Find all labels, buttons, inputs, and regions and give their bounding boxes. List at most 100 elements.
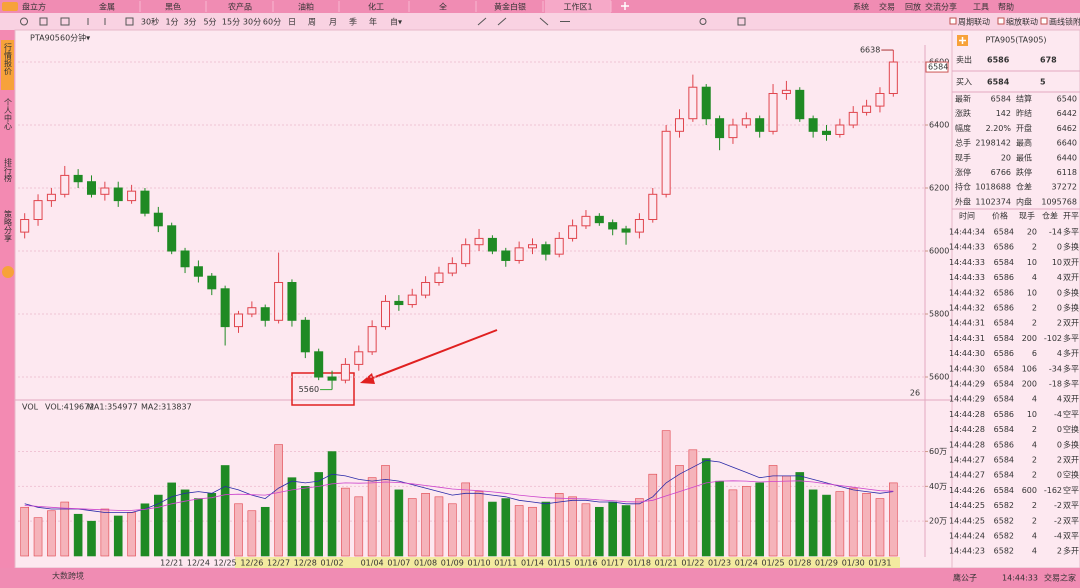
period-button[interactable]: 1分	[165, 18, 178, 27]
trade-cell: 14:44:25	[949, 501, 985, 510]
trade-cell: 2	[1032, 425, 1037, 434]
menu-tab[interactable]: 工作区1	[563, 2, 592, 12]
volume-legend: VOL:419672	[45, 403, 94, 412]
period-button[interactable]: 3分	[183, 18, 196, 27]
checkbox[interactable]	[949, 17, 957, 25]
period-button[interactable]: 30分	[243, 18, 261, 27]
period-label[interactable]: 60分钟▾	[60, 33, 90, 43]
trade-cell: 6584	[994, 486, 1014, 495]
link-toggle[interactable]: 周期联动	[958, 17, 990, 27]
chart-panel	[14, 29, 953, 569]
quote-label: 结算	[1016, 94, 1032, 104]
toolbar	[0, 13, 1080, 30]
quote-label: 最高	[1016, 138, 1032, 148]
trade-cell: 14:44:29	[949, 395, 985, 404]
sidebar-item[interactable]: 行情报价	[4, 42, 13, 75]
menu-item[interactable]: 帮助	[998, 2, 1014, 12]
volume-bar	[167, 482, 176, 557]
volume-bar	[220, 465, 230, 557]
trade-cell: 14:44:23	[949, 547, 985, 556]
trade-cell: 4	[1032, 547, 1037, 556]
volume-bar	[47, 510, 56, 557]
add-tab-icon[interactable]	[621, 2, 629, 10]
period-button[interactable]: 30秒	[141, 17, 159, 27]
candle-body	[715, 118, 725, 139]
volume-bar	[394, 489, 404, 557]
candle-body	[421, 282, 431, 296]
trade-cell: 14:44:28	[949, 410, 985, 419]
quote-value: 6540	[1057, 95, 1077, 104]
quote-side: 买入	[956, 78, 972, 87]
sidebar-item[interactable]: 个人中心	[4, 98, 13, 130]
volume-bar	[127, 512, 136, 557]
quote-value: 142	[996, 109, 1011, 118]
trade-cell: 多平	[1063, 363, 1079, 373]
candle-body	[594, 215, 604, 224]
trade-cell: -4	[1054, 410, 1062, 419]
menu-tab[interactable]: 油粕	[298, 2, 314, 12]
y-tick-label: 5600	[929, 373, 949, 382]
menu-tab[interactable]: 金属	[99, 2, 115, 12]
trade-cell: 2	[1032, 501, 1037, 510]
volume-bar	[808, 489, 818, 557]
volume-bar	[621, 505, 631, 557]
candle-body	[474, 237, 484, 246]
volume-bar	[20, 506, 29, 557]
volume-bar	[889, 482, 898, 557]
checkbox[interactable]	[997, 17, 1005, 25]
volume-bar	[354, 496, 364, 557]
add-quote-icon	[959, 37, 966, 44]
volume-bar	[768, 465, 778, 557]
checkbox[interactable]	[1040, 17, 1048, 25]
menu-tab[interactable]: 黄金白银	[494, 2, 526, 12]
volume-bar	[461, 482, 470, 557]
candle-body	[848, 111, 858, 126]
link-toggle[interactable]: 缩放联动	[1006, 17, 1038, 27]
candle-body	[327, 376, 337, 381]
volume-bar	[595, 506, 604, 557]
candle-body	[220, 288, 230, 328]
candle-body	[260, 307, 270, 321]
volume-bar	[474, 491, 484, 557]
watermark: 大数跨境	[52, 571, 84, 581]
trade-cell: 14:44:27	[949, 471, 985, 480]
menu-item[interactable]: 工具	[973, 3, 989, 12]
menu-item[interactable]: 系统	[853, 2, 869, 12]
sidebar-toggle[interactable]	[2, 266, 14, 278]
menu-tab[interactable]: 农产品	[228, 2, 252, 12]
candle-body	[688, 86, 698, 120]
x-tick-label: 01/14	[521, 559, 544, 568]
candle-body	[608, 222, 618, 230]
trade-header: 时间	[959, 211, 975, 221]
period-button[interactable]: 月	[329, 18, 337, 27]
menu-item[interactable]: 交易	[879, 2, 895, 12]
candle-body	[86, 181, 97, 195]
trade-cell: 14:44:29	[949, 380, 985, 389]
menu-item[interactable]: 交流分享	[925, 2, 957, 12]
trade-cell: 6584	[994, 471, 1014, 480]
period-button[interactable]: 周	[308, 18, 316, 27]
trade-cell: 4	[1032, 532, 1037, 541]
sidebar-item[interactable]: 排行榜	[4, 157, 13, 183]
sidebar-item[interactable]: 策略分享	[4, 209, 13, 242]
menu-tab[interactable]: 化工	[368, 2, 384, 12]
period-button[interactable]: 自▾	[390, 17, 402, 27]
menu-tab[interactable]: 全	[439, 2, 447, 12]
link-toggle[interactable]: 画线锁附	[1049, 17, 1080, 27]
candle-body	[167, 225, 177, 252]
period-button[interactable]: 年	[369, 17, 377, 27]
candle-body	[728, 124, 738, 139]
toolbar-icons	[20, 17, 746, 26]
period-button[interactable]: 季	[349, 17, 357, 27]
menu-tab[interactable]: 黑色	[165, 2, 181, 12]
period-button[interactable]: 60分	[263, 18, 281, 27]
menu-item[interactable]: 回放	[905, 2, 921, 12]
trade-cell: 6584	[994, 380, 1014, 389]
status-item: 鹰公子	[953, 573, 977, 583]
period-button[interactable]: 15分	[222, 18, 240, 27]
period-button[interactable]: 日	[288, 18, 296, 27]
period-button[interactable]: 5分	[203, 18, 216, 27]
trade-cell: 2	[1057, 319, 1062, 328]
candle-body	[207, 275, 217, 290]
